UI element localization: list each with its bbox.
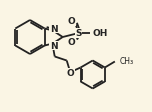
Text: O: O	[68, 38, 76, 47]
Text: O: O	[68, 17, 76, 26]
Text: CH₃: CH₃	[120, 56, 134, 65]
Text: O: O	[67, 68, 75, 77]
Text: N: N	[50, 42, 58, 51]
Text: OH: OH	[92, 29, 107, 38]
Text: S: S	[76, 29, 82, 38]
Text: N: N	[50, 25, 58, 34]
